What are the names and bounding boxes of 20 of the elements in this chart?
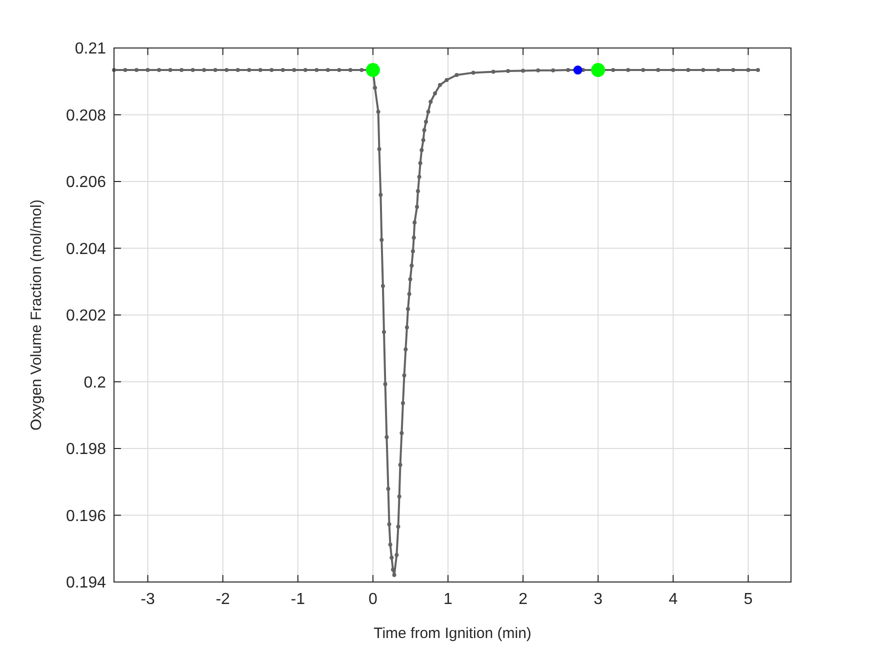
y-axis-title: Oxygen Volume Fraction (mol/mol) — [28, 200, 45, 430]
x-tick-label: 0 — [368, 591, 378, 608]
x-tick-label: -2 — [216, 591, 230, 608]
x-axis-title: Time from Ignition (min) — [374, 625, 532, 642]
y-tick-label: 0.2 — [84, 374, 106, 392]
y-tick-label: 0.204 — [66, 240, 106, 258]
x-tick-label: 4 — [668, 591, 678, 608]
x-tick-label: 3 — [594, 591, 603, 608]
y-tick-label: 0.208 — [66, 107, 106, 124]
y-tick-label: 0.198 — [66, 441, 106, 458]
y-tick-label: 0.194 — [66, 574, 106, 592]
x-tick-label: -3 — [140, 591, 155, 608]
x-tick-label: 1 — [444, 591, 453, 608]
x-tick-label: 5 — [744, 591, 753, 608]
y-tick-label: 0.196 — [66, 508, 106, 525]
y-tick-label: 0.202 — [66, 308, 106, 325]
x-tick-label: 2 — [518, 591, 528, 608]
x-tick-label: -1 — [290, 591, 306, 608]
y-tick-label: 0.206 — [66, 174, 106, 192]
y-tick-label: 0.21 — [74, 40, 106, 58]
